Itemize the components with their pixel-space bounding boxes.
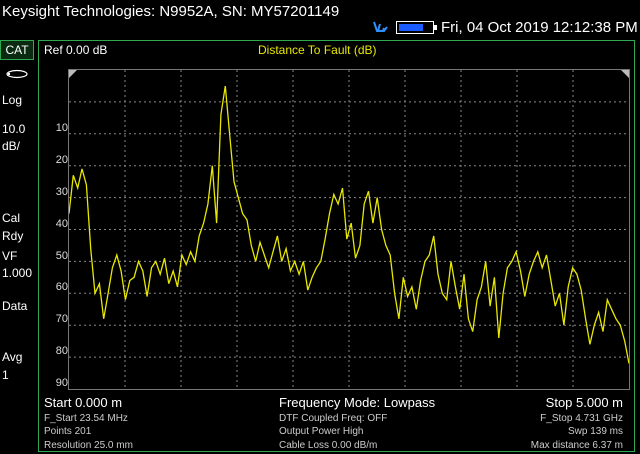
title-bar: Keysight Technologies: N9952A, SN: MY572…: [0, 0, 640, 38]
max-distance-readout: Max distance 6.37 m: [530, 440, 623, 451]
scale-type-label: Log: [2, 93, 23, 107]
resolution-readout: Resolution 25.0 mm: [44, 440, 133, 451]
cable-loss-readout: Cable Loss 0.00 dB/m: [279, 440, 378, 451]
frequency-mode: Frequency Mode: Lowpass: [279, 395, 436, 410]
y-tick-label: 50: [55, 249, 68, 262]
dtf-coupled-readout: DTF Coupled Freq: OFF: [279, 413, 388, 424]
avg-label: Avg: [2, 350, 23, 364]
data-label: Data: [2, 299, 28, 313]
mode-tab-cat[interactable]: CAT: [0, 40, 34, 60]
scale-unit: dB/: [2, 139, 21, 153]
f-start-readout: F_Start 23.54 MHz: [44, 413, 128, 424]
f-stop-readout: F_Stop 4.731 GHz: [540, 413, 623, 424]
datetime-readout: Fri, 04 Oct 2019 12:12:38 PM: [441, 19, 638, 36]
stop-distance[interactable]: Stop 5.000 m: [545, 395, 623, 410]
scale-value: 10.0: [2, 122, 26, 136]
points-readout: Points 201: [44, 426, 92, 437]
avg-value: 1: [2, 368, 9, 382]
usb-icon: [373, 21, 388, 32]
cal-label: Cal: [2, 211, 21, 225]
y-tick-label: 80: [55, 345, 68, 358]
y-tick-label: 90: [55, 377, 68, 390]
dtf-plot[interactable]: [68, 69, 630, 390]
battery-fill: [399, 24, 423, 31]
y-tick-label: 60: [55, 281, 68, 294]
battery-nub: [434, 25, 437, 30]
y-tick-label: 40: [55, 217, 68, 230]
dtf-trace-line: [69, 85, 629, 364]
y-tick-label: 10: [55, 121, 68, 134]
y-tick-label: 20: [55, 153, 68, 166]
trace-mode-icon: [6, 69, 28, 79]
trace-title: Distance To Fault (dB): [258, 43, 377, 57]
left-marker-triangle: [69, 70, 77, 78]
cal-status: Rdy: [2, 229, 24, 243]
vf-value: 1.000: [2, 266, 33, 280]
y-tick-label: 30: [55, 185, 68, 198]
vf-label: VF: [2, 249, 18, 263]
ref-level[interactable]: Ref 0.00 dB: [44, 43, 108, 57]
output-power-readout: Output Power High: [279, 426, 364, 437]
dtf-chart: [69, 70, 629, 389]
sweep-time-readout: Swp 139 ms: [567, 426, 623, 437]
measurement-panel: [38, 40, 635, 452]
battery-icon: [396, 21, 437, 34]
right-marker-triangle: [621, 70, 629, 78]
instrument-title: Keysight Technologies: N9952A, SN: MY572…: [2, 3, 340, 20]
y-tick-label: 70: [55, 313, 68, 326]
sidebar: CAT Log 10.0 dB/ Cal Rdy VF 1.000 Data A…: [0, 40, 36, 454]
start-distance[interactable]: Start 0.000 m: [44, 395, 123, 410]
